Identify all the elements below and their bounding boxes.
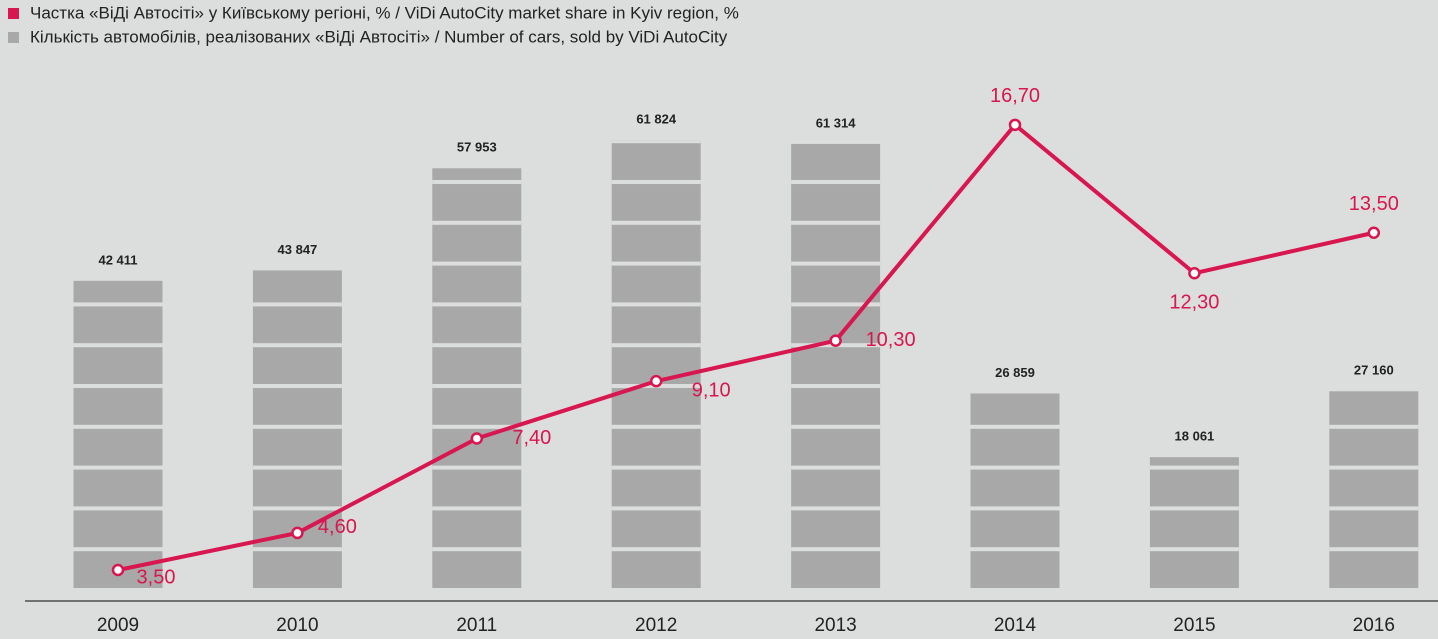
line-point [1008,118,1022,132]
x-tick-label: 2010 [276,615,318,636]
x-tick-label: 2011 [456,615,497,636]
line-point [829,334,842,347]
line [117,122,1375,572]
line-point [291,526,304,540]
bar-gaps [970,393,1060,588]
line-point [649,374,663,388]
line-value-label: 13,50 [1349,193,1399,215]
x-tick-label: 2013 [814,615,856,636]
line-value-label: 7,40 [512,427,551,449]
legend-swatch [8,32,19,43]
x-tick-label: 2014 [994,615,1037,636]
line-point [1367,226,1381,240]
bar-gaps [611,140,701,589]
line-point [1188,266,1201,280]
x-tick-label: 2016 [1353,615,1395,636]
bar-value-label: 27 160 [1354,363,1394,378]
bar-gaps [432,168,522,588]
bar-value-label: 43 847 [278,242,318,257]
x-tick-label: 2009 [97,615,139,636]
line-value-label: 3,50 [137,566,176,588]
line-value-label: 10,30 [866,329,916,351]
bar-value-label: 61 314 [816,115,857,130]
bar-value-label: 26 859 [995,365,1035,380]
x-tick-label: 2012 [635,615,677,636]
line-value-label: 16,70 [990,85,1040,107]
bar-gaps [1329,391,1419,588]
x-tick-label: 2015 [1173,615,1215,636]
bar-value-label: 61 824 [636,112,677,127]
line-value-label: 12,30 [1169,292,1219,314]
bar-gaps [791,143,881,589]
line-value-label: 9,10 [692,379,731,401]
line-point [470,432,484,445]
bar-value-label: 42 411 [98,252,137,267]
bar-value-label: 57 953 [457,140,497,155]
bar-value-label: 18 061 [1175,429,1215,444]
legend-label: Частка «ВіДі Автосіті» у Київському регі… [30,3,739,22]
line-point [111,563,125,577]
bar-gaps [73,280,163,588]
legend-swatch [8,8,19,19]
bar-gaps [1149,457,1239,588]
line-value-label: 4,60 [318,516,357,538]
legend-label: Кількість автомобілів, реалізованих «ВіД… [30,27,728,46]
